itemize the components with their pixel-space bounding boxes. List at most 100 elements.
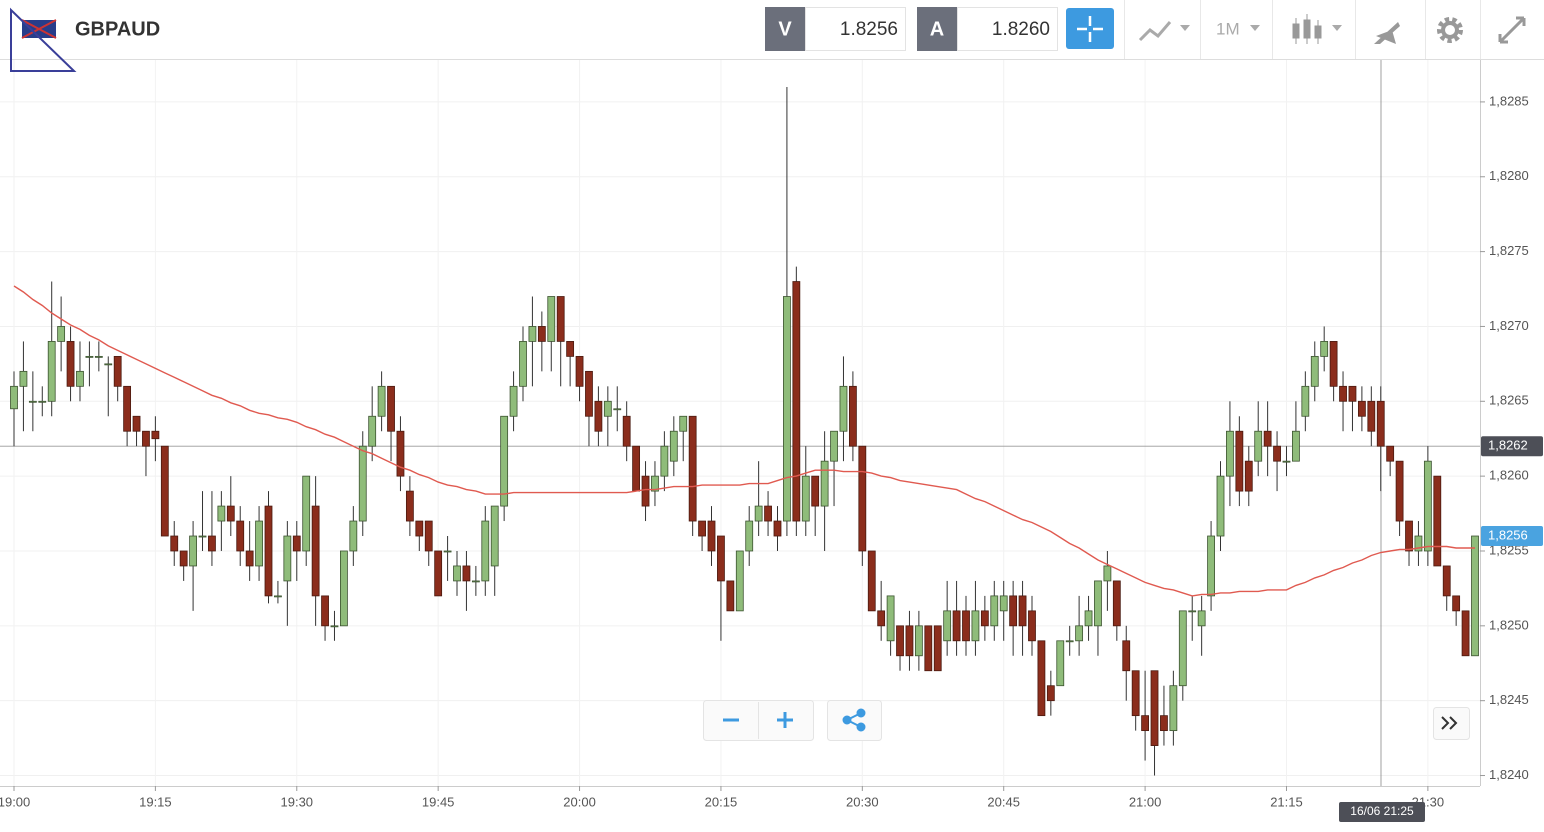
candle-body	[735, 550, 744, 612]
candle-body	[877, 610, 886, 627]
candle-body	[1263, 430, 1272, 447]
crosshair-button[interactable]	[1066, 8, 1114, 49]
zoom-in-button[interactable]	[777, 712, 793, 728]
candle-body	[726, 580, 735, 612]
ask-box	[957, 7, 1058, 51]
candle-body	[924, 625, 933, 672]
fullscreen-button[interactable]	[1498, 16, 1526, 44]
candle-body	[179, 550, 188, 567]
candle-body	[274, 595, 282, 598]
candle-body	[85, 355, 94, 358]
last-price-tag	[1481, 526, 1543, 547]
candle-body	[358, 445, 367, 522]
candle-body	[142, 430, 150, 447]
candle-body	[245, 550, 254, 567]
candle-body	[453, 565, 461, 582]
candle-body	[1405, 520, 1413, 552]
candle-body	[585, 370, 593, 417]
dropdown-arrow	[1332, 25, 1342, 31]
candle-body	[217, 505, 226, 522]
candle-body	[528, 326, 537, 342]
candle-body	[302, 475, 311, 552]
x-tick-label: 19:30	[281, 794, 314, 809]
y-tick-label: 1,8270	[1489, 318, 1529, 333]
x-tick-label: 20:00	[563, 794, 596, 809]
zoom-controls	[703, 700, 1470, 741]
candle-body	[292, 535, 301, 552]
candle-body	[971, 610, 980, 642]
ask-value: 1.8260	[992, 19, 1050, 40]
candle-body	[1075, 625, 1084, 642]
candle-body	[1197, 610, 1206, 627]
scroll-panel	[1433, 707, 1470, 740]
candle-body	[10, 385, 18, 410]
candle-body	[801, 475, 810, 522]
candle-body	[1103, 565, 1112, 582]
candle-body	[1423, 460, 1432, 552]
share-button[interactable]	[842, 708, 866, 732]
separators	[1124, 0, 1481, 59]
ask-label: A	[930, 18, 944, 40]
x-tick-label: 20:15	[705, 794, 738, 809]
y-tick-label: 1,8275	[1489, 243, 1529, 258]
crosshair-tag	[1481, 436, 1543, 457]
candle-body	[1442, 565, 1451, 597]
candle-body	[1301, 385, 1310, 417]
candle-body	[66, 341, 75, 387]
candle-body	[38, 400, 47, 403]
candle-body	[990, 595, 999, 627]
candle-body	[264, 505, 273, 597]
candle-body	[1273, 445, 1281, 462]
candle-body	[1028, 610, 1036, 642]
candle-body	[330, 625, 339, 628]
candle-body	[170, 535, 179, 552]
candle-body	[962, 610, 970, 642]
candle-body	[1414, 535, 1423, 552]
drawing-button[interactable]	[1374, 22, 1400, 44]
candle-body	[415, 520, 424, 537]
indicator-button[interactable]	[1138, 21, 1172, 42]
dropdown-arrow	[1250, 25, 1260, 31]
candle-body	[1150, 670, 1159, 746]
candle-body	[462, 565, 471, 582]
candle-body	[1018, 595, 1027, 627]
x-tick-label: 21:15	[1270, 794, 1303, 809]
candle-body	[1056, 640, 1065, 687]
time-tag	[1339, 802, 1425, 822]
candle-body	[198, 535, 207, 538]
candle-body	[311, 505, 320, 597]
candle-body	[481, 520, 490, 582]
candle-body	[1292, 430, 1300, 462]
crosshair-tag-label: 1,8262	[1488, 438, 1528, 453]
candle-body	[1376, 400, 1385, 447]
timeframe[interactable]: 1M	[1216, 19, 1240, 38]
candle-body	[1357, 400, 1366, 417]
candle-body	[1226, 430, 1234, 477]
candle-body	[556, 296, 565, 342]
candle-body	[1254, 430, 1263, 462]
scroll-right-button[interactable]	[1441, 716, 1458, 730]
candle-body	[1122, 640, 1131, 672]
bid-value: 1.8256	[840, 19, 898, 40]
candle-body	[613, 408, 622, 411]
candle-body	[1471, 535, 1479, 657]
candle-body	[19, 370, 28, 387]
settings-button[interactable]	[1437, 17, 1463, 43]
candle-body	[566, 341, 575, 357]
candle-body	[792, 281, 801, 522]
chart-type-button[interactable]	[1292, 14, 1322, 44]
candle-body	[255, 520, 263, 567]
candle-body	[57, 326, 66, 342]
candle-body	[1207, 535, 1215, 597]
candle-body	[764, 505, 772, 522]
candle-body	[208, 535, 216, 552]
y-tick-label: 1,8265	[1489, 393, 1529, 408]
candle-body	[811, 475, 820, 507]
candle-body	[980, 610, 989, 627]
y-tick-label: 1,8250	[1489, 617, 1529, 632]
candle-body	[151, 430, 160, 440]
candle-body	[896, 625, 904, 657]
candle-body	[848, 385, 857, 447]
candle-body	[424, 520, 433, 552]
